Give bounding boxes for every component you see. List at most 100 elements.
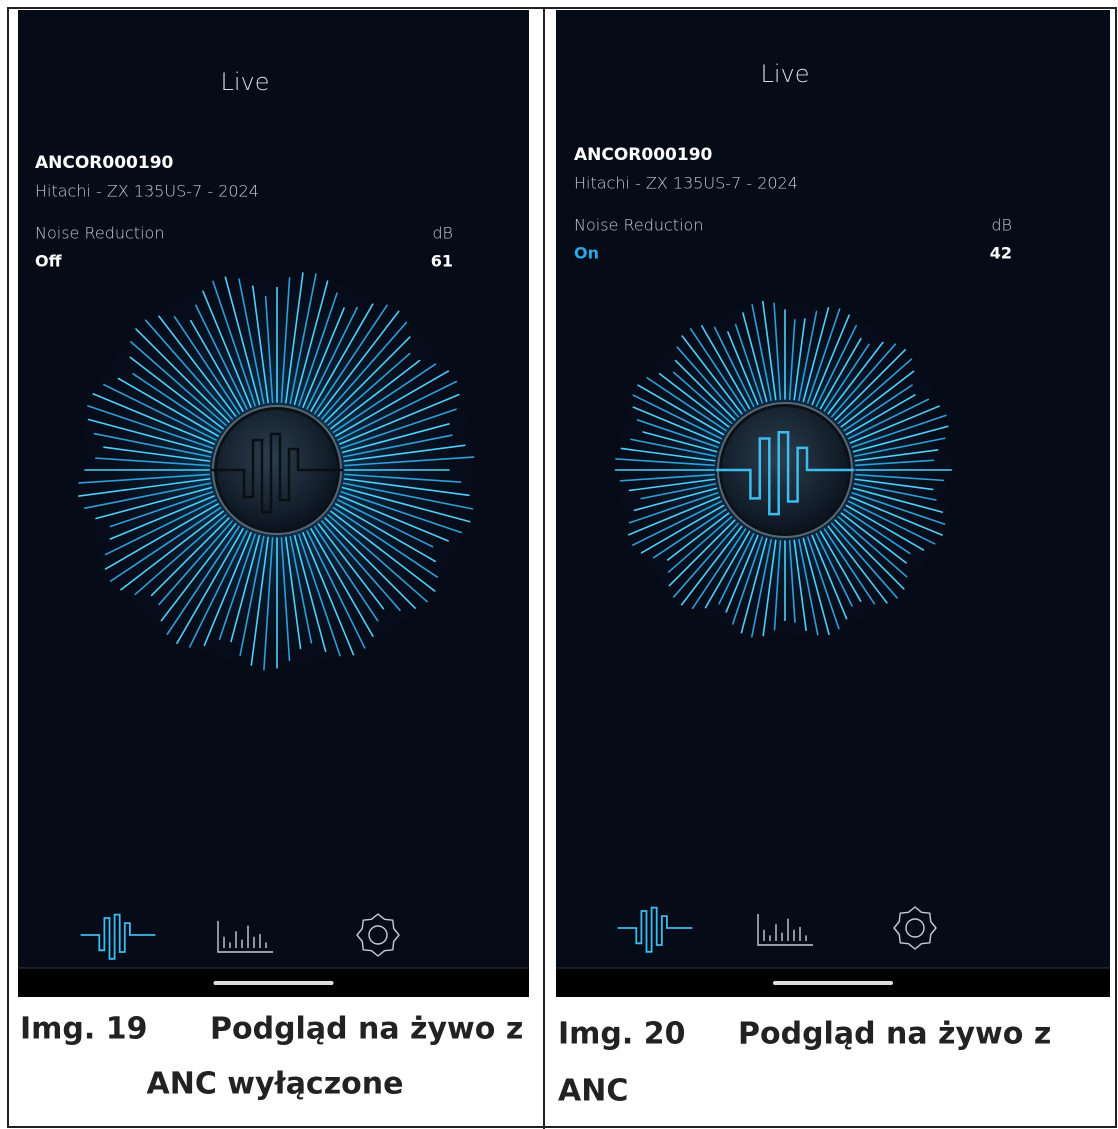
- ray: [849, 496, 943, 536]
- ray: [335, 503, 437, 563]
- ray: [811, 314, 850, 406]
- ray: [94, 457, 210, 467]
- ray: [852, 425, 949, 453]
- ray: [845, 504, 925, 551]
- ray: [212, 280, 256, 407]
- ray: [788, 540, 796, 623]
- ray: [342, 434, 453, 458]
- ray: [642, 431, 718, 453]
- ray: [285, 272, 304, 404]
- device-model: Hitachi - ZX 135US-7 - 2024: [35, 182, 259, 201]
- ray: [327, 514, 428, 603]
- ray: [751, 304, 772, 402]
- ray: [158, 520, 233, 606]
- ray: [853, 437, 946, 457]
- ray: [78, 473, 210, 484]
- ray: [632, 500, 723, 546]
- ray: [851, 414, 947, 448]
- ray: [264, 295, 274, 403]
- ray: [855, 459, 935, 467]
- ray: [230, 534, 261, 643]
- ray: [668, 519, 736, 587]
- ray: [849, 405, 940, 444]
- ray: [117, 377, 219, 437]
- ray: [120, 510, 224, 591]
- ray: [831, 343, 897, 418]
- ray: [87, 418, 213, 454]
- ray: [78, 478, 211, 497]
- ray: [731, 536, 763, 625]
- ray: [188, 530, 248, 648]
- frame: [7, 7, 1117, 1128]
- ray: [854, 478, 934, 491]
- caption-line1: Podgląd na żywo z: [738, 1017, 1051, 1052]
- ray: [615, 458, 715, 467]
- ray: [855, 473, 945, 482]
- ray: [166, 525, 241, 635]
- ray: [302, 307, 345, 408]
- noise-state: On: [574, 244, 599, 263]
- ray: [306, 306, 358, 410]
- ray: [218, 533, 256, 640]
- ray: [109, 506, 222, 582]
- sunburst: [614, 300, 953, 638]
- screen-title: Live: [220, 68, 269, 96]
- ray: [845, 394, 916, 436]
- caption-number: Img. 20: [558, 1017, 686, 1052]
- ray: [130, 341, 227, 426]
- ray: [132, 373, 222, 434]
- nav-settings[interactable]: [893, 906, 937, 950]
- ray: [672, 371, 733, 424]
- ray: [628, 478, 716, 492]
- ray: [798, 310, 818, 402]
- ray: [95, 486, 213, 520]
- ray: [202, 290, 252, 408]
- ray: [87, 405, 214, 449]
- ray: [135, 328, 230, 423]
- nav-live[interactable]: [617, 906, 693, 953]
- ray: [640, 504, 725, 554]
- hub[interactable]: [722, 407, 848, 533]
- ray: [250, 536, 269, 666]
- noise-state: Off: [35, 252, 63, 271]
- ray: [827, 525, 888, 604]
- nav-settings-hole: [368, 925, 388, 945]
- ray: [843, 384, 913, 432]
- ray: [847, 398, 930, 440]
- ray: [834, 349, 906, 421]
- ray: [815, 324, 858, 408]
- ray: [321, 321, 408, 420]
- ray: [819, 337, 862, 410]
- ray: [280, 537, 291, 662]
- device-model: Hitachi - ZX 135US-7 - 2024: [574, 174, 798, 193]
- caption-line1: Podgląd na żywo z: [210, 1012, 523, 1047]
- ray: [827, 341, 884, 415]
- db-value: 42: [990, 244, 1012, 263]
- ray: [293, 534, 327, 653]
- ray: [630, 438, 717, 457]
- ray: [773, 302, 782, 400]
- caption-number: Img. 19: [20, 1012, 148, 1047]
- phone-screen: Live ANCOR000190 Hitachi - ZX 135US-7 - 20…: [556, 10, 1110, 997]
- hub[interactable]: [217, 410, 337, 530]
- nav-stats[interactable]: [217, 921, 273, 953]
- nav-stats[interactable]: [757, 914, 813, 946]
- ray: [129, 356, 224, 430]
- ray: [176, 528, 244, 645]
- nav-settings[interactable]: [356, 913, 400, 957]
- ray: [324, 517, 416, 609]
- ray: [342, 482, 474, 510]
- ray: [263, 537, 274, 671]
- caption-line2: ANC: [558, 1074, 628, 1109]
- device-id: ANCOR000190: [574, 145, 713, 165]
- ray: [852, 487, 943, 513]
- ray: [302, 532, 355, 656]
- ray: [815, 532, 853, 607]
- nav-settings-hole: [905, 918, 925, 938]
- ray: [339, 393, 460, 445]
- ray: [341, 486, 471, 523]
- ray: [627, 496, 721, 536]
- ray: [793, 318, 806, 401]
- nav-live[interactable]: [80, 913, 156, 960]
